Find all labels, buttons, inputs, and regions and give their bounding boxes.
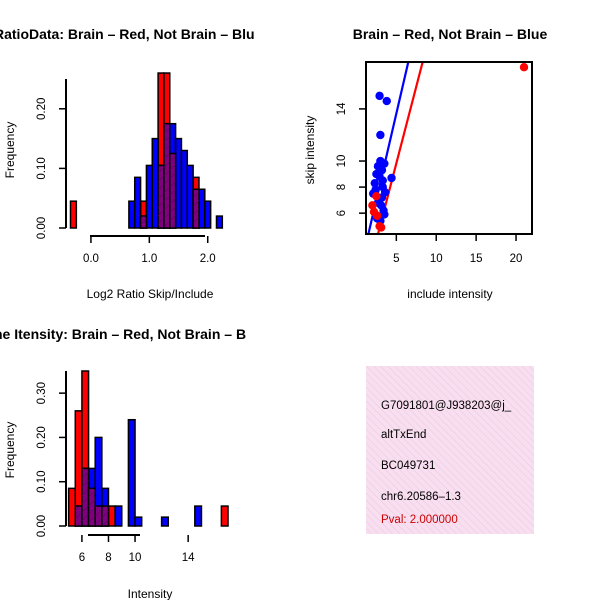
intensity-scatter-fit-lines — [367, 62, 424, 234]
scatter-notbrain-point-19 — [378, 182, 387, 192]
hist3-notbrain-bar-5 — [114, 505, 123, 527]
hist3-xtick-label-1: 8 — [105, 552, 111, 564]
scatter-notbrain-point-22 — [380, 210, 389, 219]
scatter-brain-point-5 — [372, 192, 381, 201]
hist1-xtick-label-0: 0.0 — [83, 253, 99, 265]
intensity-histogram-xlabel: Intensity — [128, 587, 173, 600]
scatter-notbrain-point-7 — [378, 176, 387, 185]
hist1-notbrain-bar-0 — [128, 200, 136, 229]
hist1-ytick-label-0: 0.00 — [36, 217, 48, 239]
hist3-overlap-hatch-2 — [88, 488, 96, 526]
hist1-overlap-hatch-4 — [193, 189, 199, 228]
ratio-histogram-xlabel: Log2 Ratio Skip/Include — [87, 287, 214, 301]
hist3-notbrain-bar-7 — [134, 516, 143, 527]
scatter-ytick-label-1: 8 — [336, 184, 348, 190]
hist3-brain-bar-0 — [67, 487, 77, 527]
scatter-notbrain-point-6 — [377, 165, 387, 175]
hist1-notbrain-bar-14 — [215, 215, 224, 229]
info-box-hatch — [366, 366, 534, 534]
hist1-notbrain-bar-13 — [204, 200, 212, 229]
scatter-notbrain-point-8 — [380, 159, 389, 168]
hist3-ytick-label-3: 0.30 — [36, 382, 48, 404]
intensity-histogram-panel: ne Itensity: Brain – Red, Not Brain – B … — [0, 326, 246, 600]
ratio-histogram-bars — [69, 72, 224, 229]
hist1-overlap-hatch-3 — [169, 153, 176, 228]
scatter-ytick-label-0: 6 — [336, 210, 348, 216]
hist3-notbrain-bar-6 — [127, 418, 136, 527]
hist3-xtick-label-2: 10 — [129, 552, 142, 564]
scatter-brain-point-6 — [519, 63, 529, 72]
hist3-overlap-hatch-0 — [75, 506, 82, 526]
scatter-xtick-label-1: 10 — [430, 253, 443, 265]
hist3-ytick-label-1: 0.10 — [36, 471, 48, 493]
info-line-accession: BC049731 — [381, 460, 435, 472]
hist1-notbrain-bar-3 — [145, 164, 154, 229]
scatter-notbrain-point-1 — [370, 178, 379, 188]
scatter-brain-point-0 — [368, 201, 377, 210]
hist1-notbrain-bar-12 — [198, 188, 206, 229]
hist3-overlap-hatch-3 — [95, 506, 102, 526]
hist1-ytick-label-2: 0.20 — [36, 98, 48, 120]
scatter-brain-point-4 — [376, 223, 386, 232]
intensity-scatter-frame — [365, 61, 533, 235]
scatter-notbrain-point-12 — [387, 173, 396, 183]
intensity-histogram-ylabel: Frequency — [3, 422, 17, 479]
scatter-xtick-label-0: 5 — [393, 253, 399, 265]
hist1-notbrain-bar-1 — [133, 176, 142, 229]
hist1-notbrain-bar-8 — [174, 137, 183, 229]
ratio-histogram-ticks: 0.0 1.0 2.0 0.00 0.10 0.20 — [36, 98, 216, 265]
intensity-scatter-ylabel: skip intensity — [303, 116, 317, 185]
scatter-brain-point-2 — [372, 211, 382, 220]
scatter-notbrain-point-11 — [382, 96, 391, 106]
hist3-ytick-label-0: 0.00 — [36, 515, 48, 537]
hist3-brain-bar-7 — [220, 505, 229, 527]
scatter-ytick-label-3: 14 — [336, 102, 348, 115]
hist3-brain-bar-6 — [107, 505, 116, 527]
scatter-notbrain-point-10 — [375, 91, 384, 101]
scatter-fit-line-1 — [376, 62, 424, 234]
hist3-ytick-label-2: 0.20 — [36, 426, 48, 448]
hist3-overlap-hatch-1 — [81, 468, 89, 526]
hist1-notbrain-bar-9 — [180, 149, 189, 229]
hist3-notbrain-bar-9 — [194, 505, 203, 527]
scatter-notbrain-point-9 — [376, 130, 385, 140]
hist1-notbrain-bar-10 — [186, 164, 194, 229]
hist1-ytick-label-1: 0.10 — [36, 157, 48, 179]
scatter-ytick-label-2: 10 — [336, 155, 348, 168]
info-line-id: G7091801@J938203@j_ — [381, 400, 512, 412]
hist3-xtick-label-0: 6 — [79, 552, 85, 564]
scatter-xtick-label-3: 20 — [510, 253, 523, 265]
intensity-histogram-bars — [67, 370, 229, 527]
ratio-histogram-title: RatioData: Brain – Red, Not Brain – Blu — [0, 26, 255, 42]
info-pval: Pval: 2.000000 — [381, 514, 458, 526]
hist3-notbrain-bar-8 — [160, 516, 169, 527]
hist3-overlap-hatch-4 — [101, 506, 109, 526]
hist1-notbrain-bar-4 — [151, 137, 159, 229]
info-line-location: chr6.20586–1.3 — [381, 491, 461, 503]
hist1-overlap-hatch-1 — [158, 165, 164, 228]
intensity-scatter-panel: Brain – Red, Not Brain – Blue skip inten… — [303, 26, 547, 301]
ratio-histogram-ylabel: Frequency — [3, 122, 17, 179]
info-box: G7091801@J938203@j_ altTxEnd BC049731 ch… — [366, 366, 534, 534]
hist1-overlap-hatch-0 — [140, 216, 147, 228]
hist1-xtick-label-2: 2.0 — [200, 253, 216, 265]
intensity-histogram-title: ne Itensity: Brain – Red, Not Brain – B — [0, 326, 246, 342]
hist1-xtick-label-1: 1.0 — [141, 253, 157, 265]
ratio-histogram-panel: RatioData: Brain – Red, Not Brain – Blu … — [0, 26, 255, 301]
info-line-event: altTxEnd — [381, 429, 426, 441]
hist1-brain-bar-0 — [69, 200, 78, 229]
scatter-notbrain-point-20 — [371, 185, 380, 194]
intensity-histogram-ticks: 6 8 10 14 0.00 0.10 0.20 0.30 — [36, 382, 195, 564]
intensity-scatter-xlabel: include intensity — [407, 287, 492, 301]
hist1-overlap-hatch-2 — [163, 123, 170, 228]
scatter-xtick-label-2: 15 — [470, 253, 483, 265]
intensity-scatter-ticks: 5 10 15 20 6 8 10 14 — [336, 102, 522, 265]
intensity-scatter-points — [368, 63, 529, 232]
intensity-scatter-title: Brain – Red, Not Brain – Blue — [353, 26, 548, 42]
hist3-xtick-label-3: 14 — [182, 552, 195, 564]
